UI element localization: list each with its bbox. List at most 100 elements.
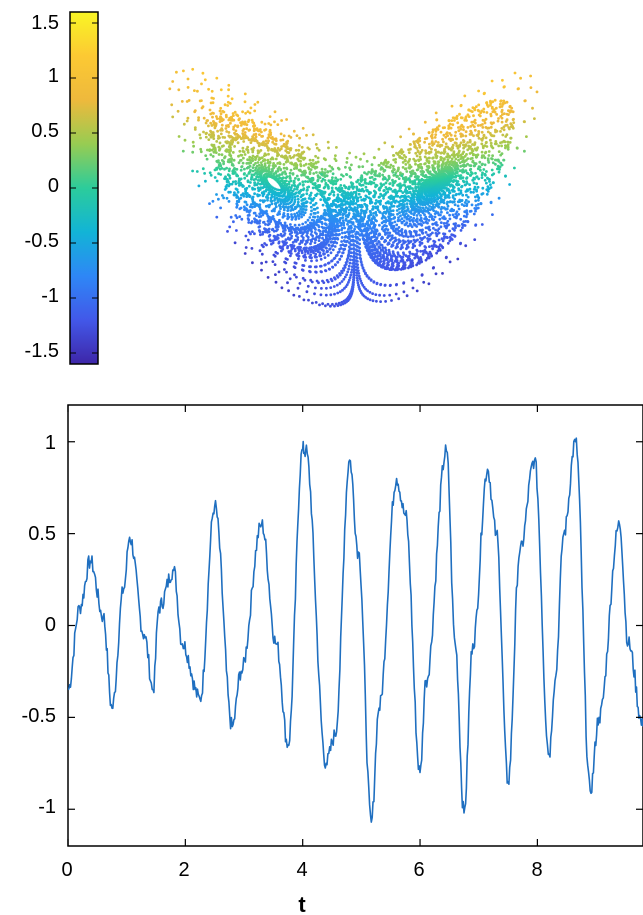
attractor-point bbox=[296, 213, 300, 217]
attractor-point bbox=[290, 234, 294, 238]
attractor-point bbox=[309, 161, 313, 165]
attractor-point bbox=[428, 205, 431, 208]
attractor-point bbox=[274, 142, 278, 146]
attractor-point bbox=[460, 222, 464, 226]
attractor-point bbox=[475, 175, 479, 179]
attractor-point bbox=[425, 178, 429, 182]
attractor-point bbox=[463, 183, 467, 187]
attractor-point bbox=[331, 176, 334, 180]
attractor-point bbox=[273, 263, 277, 266]
attractor-point bbox=[421, 237, 425, 240]
attractor-point bbox=[475, 189, 478, 193]
attractor-point bbox=[398, 196, 402, 199]
attractor-point bbox=[217, 197, 220, 201]
attractor-point bbox=[354, 190, 358, 194]
attractor-point bbox=[405, 294, 409, 298]
attractor-point bbox=[404, 163, 408, 166]
attractor-point bbox=[321, 236, 324, 240]
attractor-point bbox=[408, 219, 412, 223]
attractor-point bbox=[321, 226, 325, 230]
attractor-point bbox=[481, 162, 484, 166]
attractor-point bbox=[433, 206, 436, 209]
attractor-point bbox=[348, 261, 352, 265]
attractor-point bbox=[274, 171, 278, 175]
attractor-point bbox=[220, 153, 224, 157]
attractor-point bbox=[418, 155, 422, 159]
attractor-point bbox=[337, 197, 341, 201]
attractor-point bbox=[217, 172, 221, 176]
attractor-point bbox=[333, 304, 336, 308]
attractor-point bbox=[468, 140, 472, 144]
attractor-point bbox=[301, 222, 305, 226]
attractor-point bbox=[388, 284, 392, 287]
attractor-point bbox=[451, 143, 455, 147]
attractor-point bbox=[423, 140, 426, 144]
attractor-point bbox=[257, 175, 260, 179]
attractor-point bbox=[219, 106, 223, 110]
attractor-point bbox=[359, 157, 362, 161]
attractor-point bbox=[480, 137, 483, 141]
attractor-point bbox=[384, 233, 387, 236]
attractor-point bbox=[509, 136, 513, 140]
attractor-point bbox=[283, 179, 287, 183]
attractor-point bbox=[386, 190, 390, 194]
attractor-point bbox=[201, 167, 205, 171]
attractor-point bbox=[359, 189, 363, 193]
attractor-point bbox=[361, 183, 365, 187]
attractor-point bbox=[264, 153, 268, 157]
attractor-point bbox=[382, 161, 386, 165]
attractor-point bbox=[263, 164, 267, 168]
attractor-point bbox=[274, 250, 278, 254]
attractor-point bbox=[494, 106, 498, 110]
attractor-point bbox=[382, 204, 385, 208]
attractor-point bbox=[347, 281, 350, 284]
attractor-point bbox=[403, 190, 407, 193]
attractor-point bbox=[416, 255, 419, 258]
attractor-point bbox=[377, 240, 380, 243]
attractor-point bbox=[288, 171, 292, 175]
attractor-point bbox=[420, 184, 424, 188]
attractor-point bbox=[322, 216, 326, 220]
attractor-point bbox=[352, 239, 355, 243]
attractor-point bbox=[510, 123, 514, 127]
attractor-point bbox=[323, 168, 327, 171]
attractor-point bbox=[191, 150, 195, 154]
attractor-point bbox=[444, 217, 447, 221]
attractor-point bbox=[293, 266, 297, 269]
attractor-point bbox=[269, 133, 272, 137]
attractor-point bbox=[352, 199, 356, 203]
attractor-point bbox=[418, 136, 421, 140]
attractor-point bbox=[332, 257, 336, 260]
attractor-point bbox=[270, 147, 274, 151]
attractor-point bbox=[220, 145, 224, 148]
attractor-point bbox=[397, 166, 400, 170]
attractor-point bbox=[434, 272, 438, 276]
attractor-point bbox=[446, 219, 450, 223]
attractor-point bbox=[393, 188, 397, 192]
attractor-point bbox=[397, 151, 401, 154]
attractor-point bbox=[296, 286, 300, 290]
attractor-point bbox=[345, 156, 349, 160]
attractor-point bbox=[383, 224, 387, 227]
attractor-point bbox=[290, 215, 294, 219]
attractor-point bbox=[240, 217, 244, 221]
attractor-point bbox=[430, 140, 434, 143]
attractor-point bbox=[497, 144, 501, 148]
attractor-point bbox=[421, 173, 424, 176]
attractor-point bbox=[293, 239, 297, 243]
attractor-point bbox=[437, 124, 441, 128]
attractor-point bbox=[186, 86, 190, 89]
attractor-point bbox=[338, 282, 342, 285]
attractor-point bbox=[472, 190, 475, 194]
attractor-point bbox=[423, 213, 426, 217]
attractor-point bbox=[458, 112, 461, 116]
attractor-point bbox=[344, 195, 348, 198]
colorbar: 1.5 1 0.5 0 -0.5 -1 -1.5 bbox=[25, 11, 99, 365]
attractor-point bbox=[228, 225, 232, 229]
attractor-point bbox=[365, 204, 369, 208]
attractor-point bbox=[331, 214, 334, 218]
attractor-point bbox=[225, 166, 229, 170]
attractor-point bbox=[289, 223, 292, 226]
attractor-point bbox=[388, 253, 392, 256]
attractor-point bbox=[371, 205, 375, 209]
